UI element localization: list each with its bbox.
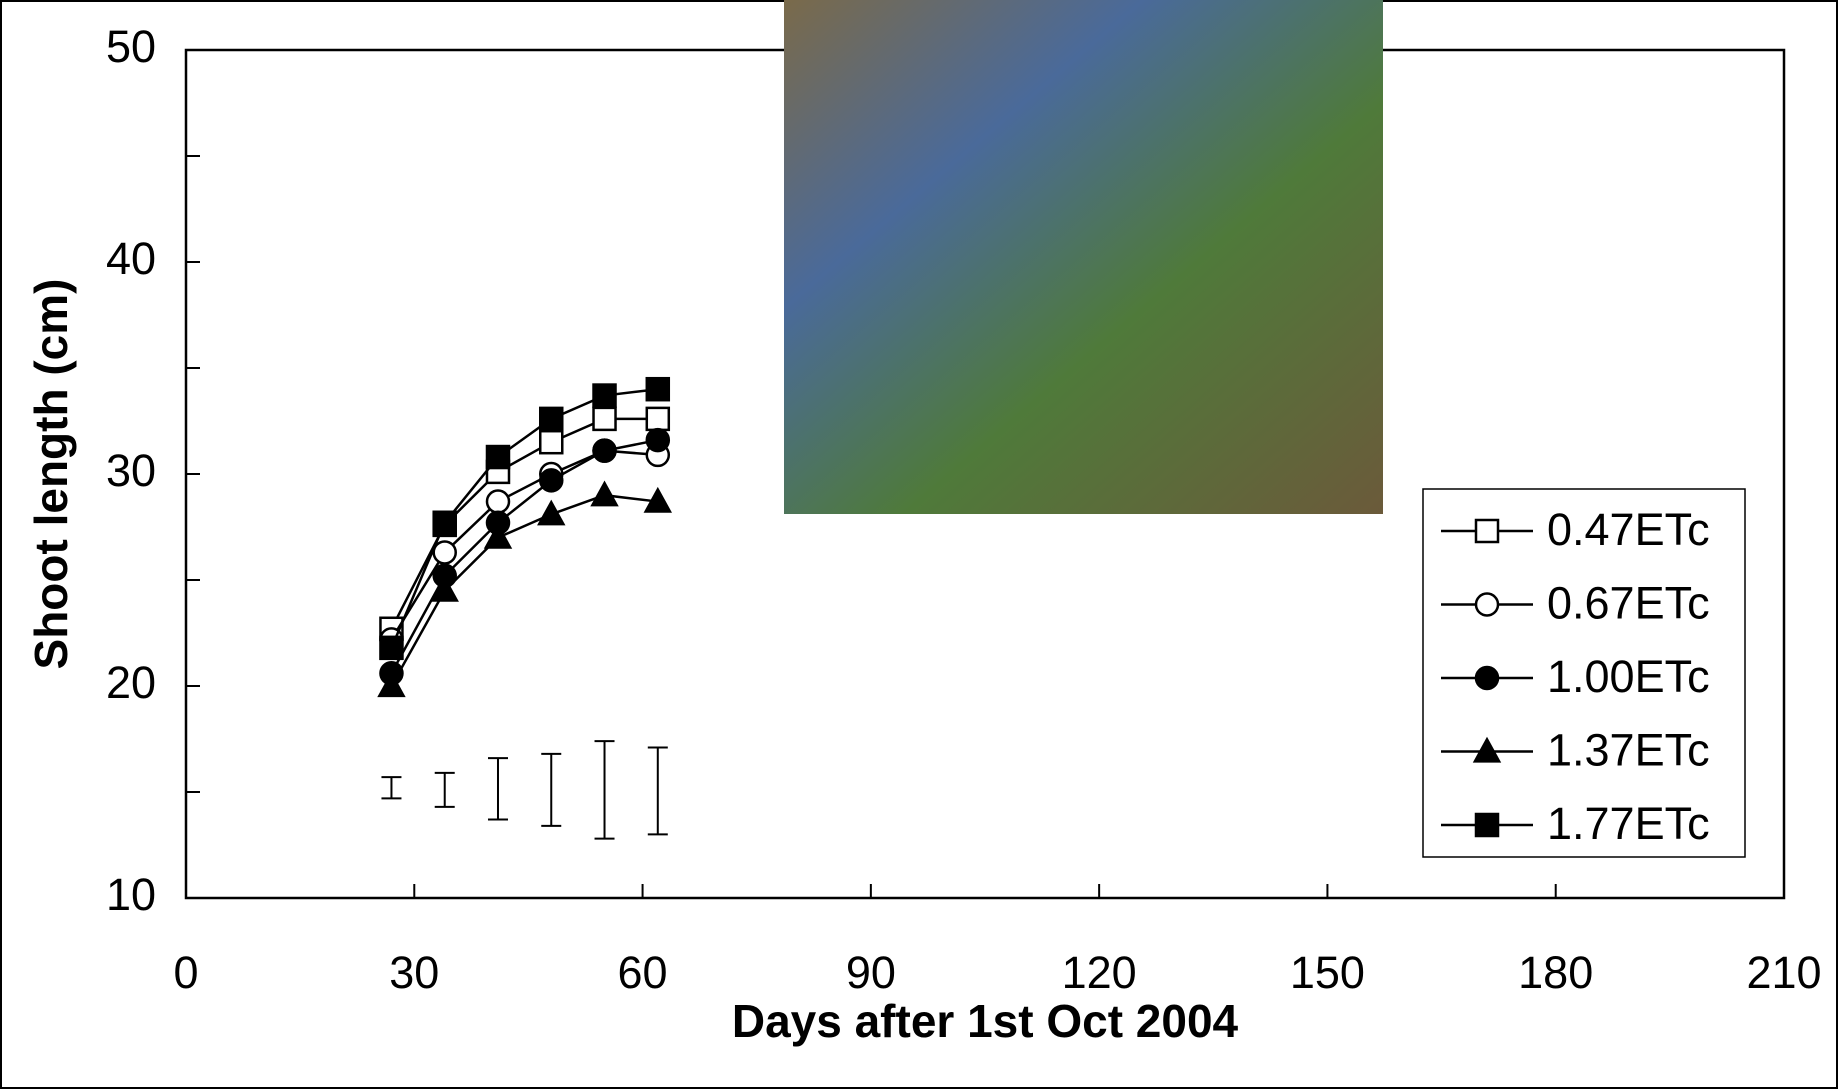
marker xyxy=(592,438,617,463)
marker xyxy=(539,429,564,455)
x-tick-label: 60 xyxy=(618,947,668,998)
legend-marker xyxy=(1474,812,1500,838)
marker xyxy=(430,575,459,602)
y-axis-label: Shoot length (cm) xyxy=(25,279,77,670)
marker xyxy=(485,489,511,514)
legend-marker xyxy=(1474,592,1500,617)
legend-label: 1.77ETc xyxy=(1547,798,1710,849)
marker xyxy=(537,499,566,526)
x-tick-label: 0 xyxy=(173,947,198,998)
error-bar xyxy=(647,746,668,836)
marker xyxy=(645,427,671,453)
marker xyxy=(645,376,671,402)
legend-marker xyxy=(1472,736,1502,763)
legend-marker xyxy=(1474,518,1500,544)
marker xyxy=(377,671,406,698)
marker xyxy=(483,522,513,549)
marker xyxy=(590,480,619,507)
legend-label: 1.37ETc xyxy=(1547,724,1710,775)
x-tick-label: 210 xyxy=(1746,947,1821,998)
marker xyxy=(539,406,564,432)
marker xyxy=(539,468,564,493)
y-tick-label: 10 xyxy=(106,869,156,920)
marker xyxy=(592,406,617,432)
error-bar xyxy=(381,776,402,800)
error-bar xyxy=(594,740,615,840)
x-tick-label: 120 xyxy=(1062,947,1137,998)
y-tick-label: 30 xyxy=(106,445,156,496)
series-line xyxy=(390,493,658,687)
marker xyxy=(432,510,457,536)
x-tick-label: 90 xyxy=(846,947,896,998)
legend-label: 1.00ETc xyxy=(1547,651,1710,702)
y-tick-label: 40 xyxy=(106,233,156,284)
error-bar xyxy=(487,757,508,821)
marker xyxy=(485,444,511,470)
marker xyxy=(592,383,617,408)
legend-label: 0.47ETc xyxy=(1547,504,1710,555)
marker xyxy=(643,486,673,513)
x-tick-label: 150 xyxy=(1290,947,1365,998)
photo xyxy=(784,0,1383,514)
y-tick-label: 20 xyxy=(106,657,156,708)
legend-marker xyxy=(1474,665,1500,691)
error-bar xyxy=(541,752,562,827)
marker xyxy=(379,635,404,661)
marker xyxy=(645,406,671,432)
y-tick-label: 50 xyxy=(106,21,156,72)
error-bar xyxy=(434,771,455,808)
x-tick-label: 180 xyxy=(1518,947,1593,998)
legend-label: 0.67ETc xyxy=(1547,577,1710,628)
x-tick-label: 30 xyxy=(389,947,439,998)
marker xyxy=(432,540,457,565)
x-axis-label: Days after 1st Oct 2004 xyxy=(732,995,1239,1047)
